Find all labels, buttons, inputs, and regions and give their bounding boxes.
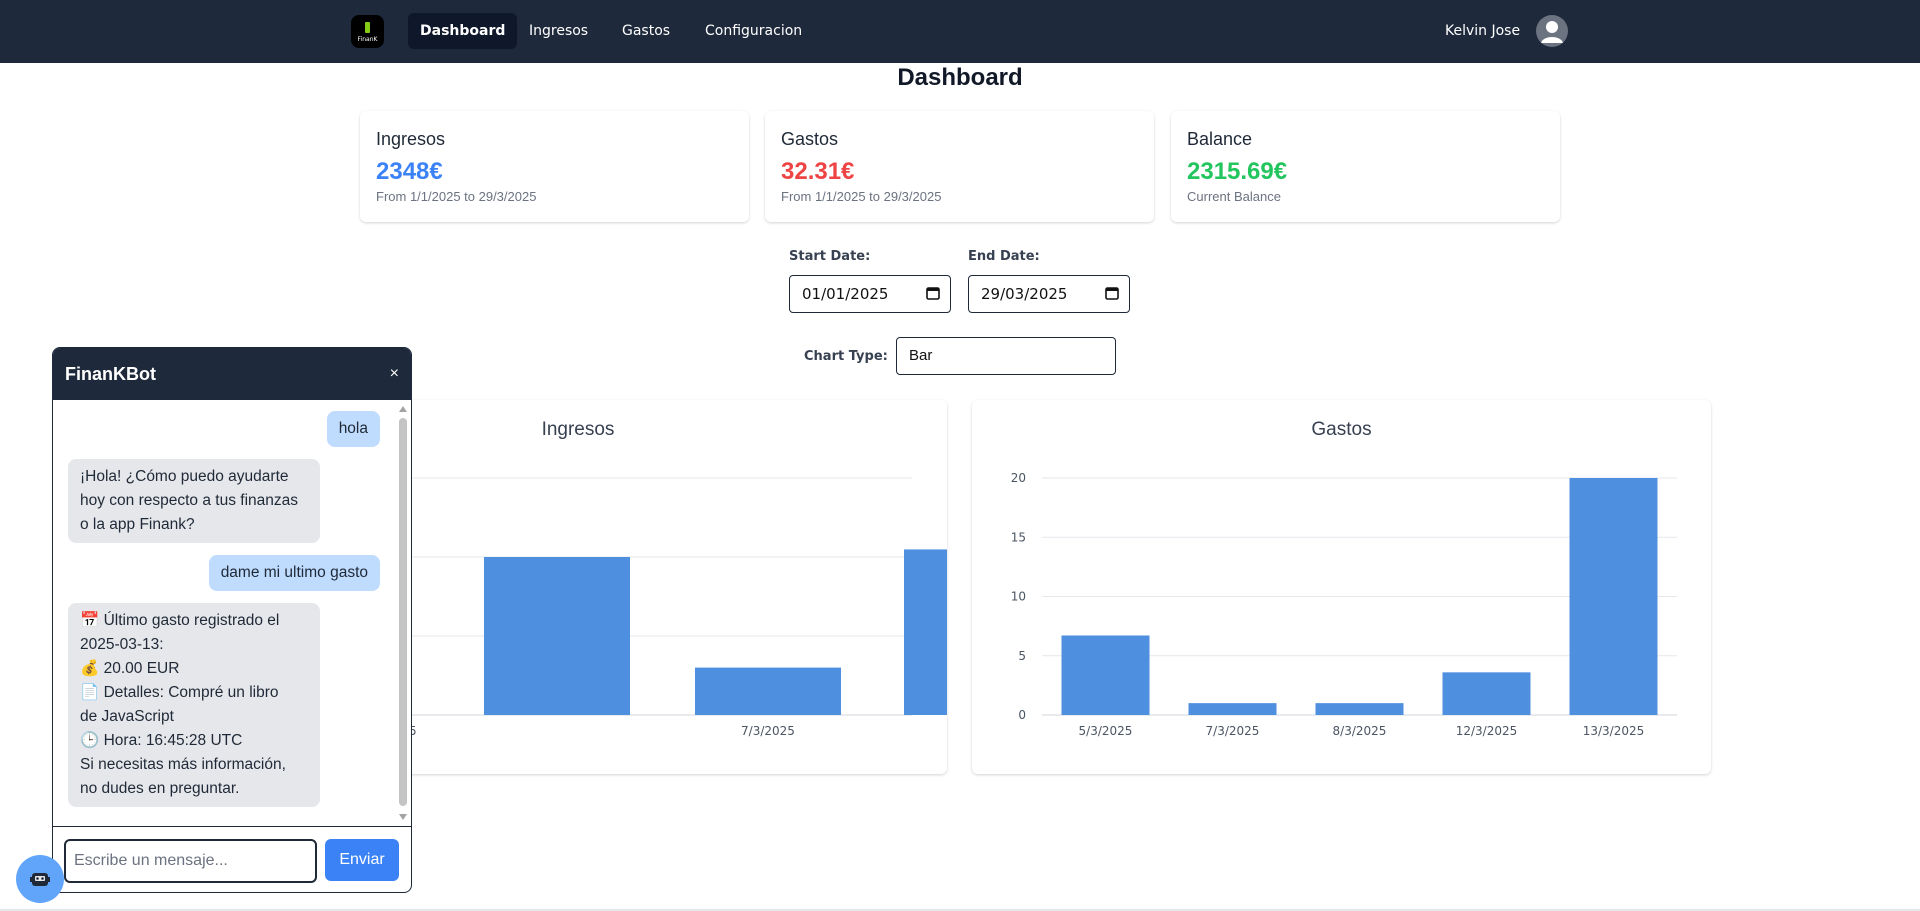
chatbot-toggle-button[interactable] — [16, 855, 64, 903]
chat-title: FinanKBot — [65, 364, 156, 384]
bar[interactable] — [1061, 635, 1150, 715]
gastos-card-subtitle: From 1/1/2025 to 29/3/2025 — [781, 189, 942, 204]
bot-message-line: 🕒 Hora: 16:45:28 UTC — [80, 732, 243, 749]
bar[interactable] — [484, 557, 630, 715]
bot-message-line: de JavaScript — [80, 708, 174, 725]
y-tick-label: 5 — [1018, 649, 1026, 663]
chart-type-label: Chart Type: — [804, 349, 888, 364]
x-tick-label: 7/3/2025 — [1206, 724, 1260, 738]
chat-message-input[interactable] — [64, 839, 317, 883]
page-bottom-border — [0, 909, 1920, 911]
bar[interactable] — [1315, 703, 1404, 715]
logo-mark-icon — [365, 22, 370, 33]
bot-message-line: 📄 Detalles: Compré un libro — [80, 684, 279, 701]
logo-text: FinanK — [357, 36, 378, 43]
nav-link-gastos[interactable]: Gastos — [622, 23, 671, 39]
chatbot-panel: FinanKBot × hola ¡Hola! ¿Cómo puedo ayud… — [52, 347, 412, 893]
scroll-down-icon[interactable] — [399, 814, 407, 820]
x-tick-label: 12/3/2025 — [1456, 724, 1518, 738]
gastos-chart-title: Gastos — [1311, 419, 1372, 440]
chat-scrollbar[interactable] — [397, 400, 409, 826]
end-date-label: End Date: — [968, 249, 1040, 264]
balance-card-value: 2315.69€ — [1187, 158, 1288, 185]
start-date-value: 01/01/2025 — [802, 285, 889, 303]
bot-message-line: no dudes en preguntar. — [80, 780, 240, 797]
gastos-bar-chart: 0 5 10 15 20 5/3/2025 7/3/2025 8/3/2025 12/3/202… — [1011, 471, 1677, 738]
bot-message-line: ¡Hola! ¿Cómo puedo ayudarte — [80, 468, 289, 485]
chat-header: FinanKBot × — [53, 348, 411, 400]
bar[interactable] — [1569, 478, 1658, 715]
x-tick-label: 5/3/2025 — [1079, 724, 1133, 738]
robot-icon — [30, 873, 50, 886]
calendar-icon[interactable] — [1105, 286, 1119, 300]
navbar: FinanK Dashboard Ingresos Gastos Configu… — [0, 0, 1920, 63]
app-logo[interactable]: FinanK — [351, 15, 384, 48]
y-tick-label: 20 — [1011, 471, 1026, 485]
bar[interactable] — [1188, 703, 1277, 715]
bot-message-line: 📅 Último gasto registrado el — [80, 612, 280, 629]
bot-message-line: 💰 20.00 EUR — [80, 660, 180, 677]
x-tick-label: 7/3/2025 — [741, 724, 795, 738]
bot-message: 📅 Último gasto registrado el 2025-03-13:… — [68, 603, 320, 807]
gastos-card-title: Gastos — [781, 129, 839, 149]
scrollbar-thumb[interactable] — [399, 418, 407, 806]
ingresos-card-subtitle: From 1/1/2025 to 29/3/2025 — [376, 189, 537, 204]
end-date-value: 29/03/2025 — [981, 285, 1068, 303]
ingresos-card-title: Ingresos — [376, 129, 446, 149]
scroll-up-icon[interactable] — [399, 406, 407, 412]
bar[interactable] — [695, 667, 841, 715]
user-message: dame mi ultimo gasto — [208, 555, 380, 591]
x-tick-label: 8/3/2025 — [1333, 724, 1387, 738]
bot-message-line: o la app Finank? — [80, 516, 195, 533]
user-message: hola — [326, 411, 380, 447]
y-tick-label: 0 — [1018, 708, 1026, 722]
x-tick-label: 5 — [409, 724, 417, 738]
nav-link-dashboard[interactable]: Dashboard — [408, 13, 518, 49]
end-date-input[interactable]: 29/03/2025 — [968, 275, 1130, 313]
chat-footer: Enviar — [53, 826, 411, 892]
chart-type-select[interactable]: Bar — [896, 337, 1116, 375]
bot-message-line: 2025-03-13: — [80, 636, 164, 653]
y-tick-label: 10 — [1011, 590, 1026, 604]
bot-message-line: Si necesitas más información, — [80, 756, 286, 773]
user-circle-icon[interactable] — [1536, 15, 1568, 47]
nav-link-configuracion[interactable]: Configuracion — [705, 23, 803, 39]
ingresos-card-value: 2348€ — [376, 158, 443, 185]
ingresos-chart-card — [379, 400, 947, 774]
calendar-icon[interactable] — [926, 286, 940, 300]
start-date-label: Start Date: — [789, 249, 871, 264]
close-icon[interactable]: × — [389, 365, 399, 382]
balance-card-title: Balance — [1187, 129, 1253, 149]
bot-message: ¡Hola! ¿Cómo puedo ayudarte hoy con resp… — [68, 459, 320, 543]
bar[interactable] — [904, 549, 947, 715]
bot-message-line: hoy con respecto a tus finanzas — [80, 492, 298, 509]
gastos-summary-card: Gastos 32.31€ From 1/1/2025 to 29/3/2025 — [765, 111, 1154, 222]
gastos-card-value: 32.31€ — [781, 158, 855, 185]
balance-summary-card: Balance 2315.69€ Current Balance — [1171, 111, 1560, 222]
page-title: Dashboard — [897, 64, 1023, 91]
chat-messages[interactable]: hola ¡Hola! ¿Cómo puedo ayudarte hoy con… — [53, 400, 411, 826]
start-date-input[interactable]: 01/01/2025 — [789, 275, 951, 313]
bar[interactable] — [1442, 672, 1531, 715]
x-tick-label: 13/3/2025 — [1583, 724, 1645, 738]
y-tick-label: 15 — [1011, 530, 1026, 544]
ingresos-chart-title: Ingresos — [541, 419, 615, 440]
nav-link-ingresos[interactable]: Ingresos — [529, 23, 589, 39]
send-button[interactable]: Enviar — [325, 839, 399, 881]
user-name: Kelvin Jose — [1445, 23, 1521, 39]
ingresos-summary-card: Ingresos 2348€ From 1/1/2025 to 29/3/202… — [360, 111, 749, 222]
balance-card-subtitle: Current Balance — [1187, 189, 1281, 204]
